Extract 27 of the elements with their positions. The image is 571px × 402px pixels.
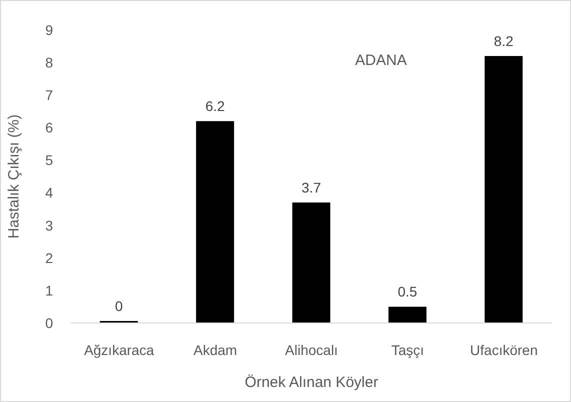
bar <box>388 306 426 323</box>
y-tick-label: 4 <box>45 184 54 201</box>
y-tick-label: 9 <box>45 22 54 38</box>
y-tick-label: 2 <box>45 250 54 266</box>
bar <box>292 202 330 323</box>
x-tick-label: Akdam <box>194 342 238 358</box>
x-tick-label: Ufacıkören <box>470 342 538 358</box>
text: ADANA <box>355 52 407 69</box>
data-label: 0 <box>114 298 123 314</box>
x-tick-label: Taşçı <box>391 342 424 358</box>
y-tick-label: 5 <box>45 152 54 168</box>
y-tick-label: 6 <box>45 120 54 136</box>
bar <box>196 121 234 323</box>
y-tick-label: 0 <box>45 314 54 331</box>
x-tick-label: Ağzıkaraca <box>84 342 154 358</box>
x-tick-label: Alihocalı <box>285 342 338 358</box>
bar <box>484 56 523 323</box>
data-label: 8.2 <box>494 33 514 50</box>
y-axis-title: Hastalık Çıkışı (%) <box>5 114 22 239</box>
data-label: 0.5 <box>398 284 418 300</box>
data-label: 3.7 <box>302 180 322 196</box>
y-tick-label: 8 <box>45 54 54 71</box>
y-tick-label: 7 <box>45 87 54 104</box>
data-label: 6.2 <box>205 98 225 114</box>
y-tick-label: 1 <box>45 282 54 298</box>
y-tick-label: 3 <box>45 217 54 234</box>
x-axis-title: Örnek Alınan Köyler <box>244 374 378 391</box>
